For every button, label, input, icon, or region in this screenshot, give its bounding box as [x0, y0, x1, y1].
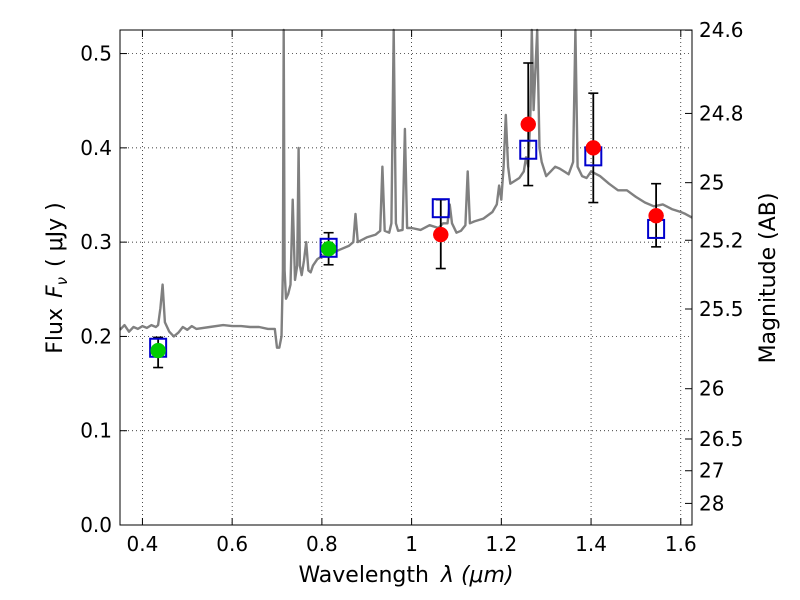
- plot-frame: [119, 29, 693, 526]
- x-tick-label: 1.6: [665, 532, 697, 556]
- axis-ticks: 0.4 0.6 0.8 1 1.2 1.4 1.6 0.0 0.1 0.2 0.3 0.4 0.5 24.…: [80, 18, 743, 556]
- y-axis-label-symbol: F: [43, 285, 68, 298]
- observed-point: [585, 140, 602, 156]
- y-tick-label: 0.1: [80, 419, 112, 443]
- y-axis-label-text: Flux: [43, 308, 68, 354]
- y2-tick-label: 28: [699, 491, 724, 515]
- y-tick-label: 0.4: [80, 136, 112, 160]
- y2-tick-label: 24.8: [699, 101, 744, 125]
- y2-tick-label: 24.6: [699, 18, 744, 42]
- y2-tick-label: 25: [699, 171, 724, 195]
- y-axis-label-math: ( μJy ): [43, 202, 68, 267]
- x-tick-label: 0.8: [306, 532, 338, 556]
- y2-tick-label: 25.2: [699, 228, 744, 252]
- model-band-square: [319, 237, 338, 258]
- y2-tick-label: 26: [699, 377, 724, 401]
- x-tick-label: 0.6: [216, 532, 248, 556]
- errorbar-layer: [153, 62, 662, 369]
- y2-tick-label: 26.5: [699, 427, 744, 451]
- x-tick-label: 1.2: [485, 532, 517, 556]
- y-axis-label: Flux Fν ( μJy ): [43, 202, 71, 353]
- y-axis-label-subscript: ν: [53, 277, 71, 285]
- y-tick-label: 0.5: [80, 42, 112, 66]
- x-axis-label-text: Wavelength: [298, 563, 429, 588]
- observed-point: [520, 116, 537, 133]
- model-band-square: [431, 198, 450, 219]
- y-tick-label: 0.3: [80, 230, 112, 254]
- y2-axis-label: Magnitude (AB): [756, 193, 781, 364]
- y-tick-label: 0.0: [80, 513, 112, 537]
- model-band-square: [519, 139, 538, 160]
- x-axis-label: Wavelength λ (μm): [298, 563, 513, 588]
- x-axis-label-math: λ (μm): [440, 563, 514, 588]
- x-tick-label: 1.4: [575, 532, 607, 556]
- observed-point: [433, 226, 449, 243]
- observed-point: [320, 240, 337, 257]
- x-tick-label: 0.4: [127, 532, 159, 556]
- observed-point: [648, 207, 664, 224]
- y2-tick-label: 25.5: [699, 297, 744, 321]
- y-tick-label: 0.2: [80, 324, 112, 348]
- observed-markers: [150, 116, 664, 359]
- observed-point: [150, 342, 166, 359]
- y2-tick-label: 27: [699, 459, 724, 483]
- x-tick-label: 1: [405, 532, 418, 556]
